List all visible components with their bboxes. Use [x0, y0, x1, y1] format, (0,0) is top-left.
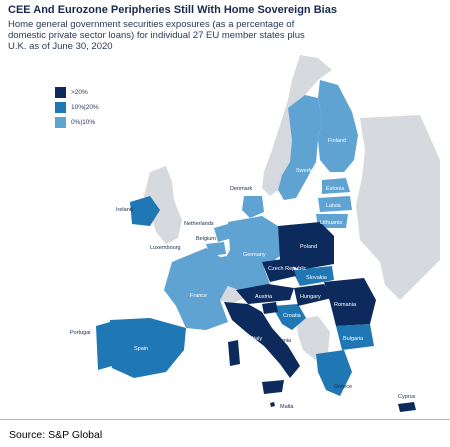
legend-item-high: >20%: [55, 85, 99, 100]
legend-label-high: >20%: [71, 89, 88, 96]
country-estonia: [322, 178, 350, 194]
land-iceland-uk: [144, 166, 182, 244]
country-sicily: [262, 380, 284, 394]
label-bulgaria: Bulgaria: [343, 336, 364, 342]
label-slovenia: Slovenia: [270, 338, 292, 344]
label-italy: Italy: [252, 336, 262, 342]
country-ireland: [130, 196, 160, 226]
country-hungary: [294, 284, 332, 306]
country-malta: [270, 402, 275, 407]
country-czech: [262, 258, 296, 282]
land-east: [356, 115, 440, 300]
country-greece: [316, 350, 352, 396]
country-germany: [220, 216, 280, 292]
chart-title: CEE And Eurozone Peripheries Still With …: [8, 4, 337, 16]
country-cyprus: [398, 402, 416, 412]
land-balkans: [296, 316, 330, 360]
label-malta: Malta: [280, 404, 294, 410]
country-netherlands: [214, 224, 232, 242]
country-denmark: [242, 196, 264, 218]
country-slovakia: [292, 266, 334, 286]
label-slovakia: Slovakia: [306, 275, 328, 281]
chart-subtitle: Home general government securities expos…: [8, 19, 305, 52]
label-germany: Germany: [243, 252, 266, 258]
label-lithuania: Lithuania: [320, 220, 343, 226]
label-finland: Finland: [328, 138, 346, 144]
source-divider: [0, 419, 450, 420]
label-cyprus: Cyprus: [398, 394, 416, 400]
country-portugal: [96, 322, 112, 370]
country-finland: [318, 80, 358, 172]
country-austria: [236, 284, 294, 304]
label-portugal: Portugal: [70, 330, 91, 336]
country-poland: [278, 222, 334, 270]
label-spain: Spain: [134, 346, 148, 352]
label-denmark: Denmark: [230, 186, 253, 192]
legend-item-mid: 10%|20%: [55, 100, 99, 115]
legend-item-low: 0%|10%: [55, 115, 99, 130]
label-austria: Austria: [255, 294, 273, 300]
country-romania: [324, 278, 376, 326]
country-croatia: [272, 304, 306, 330]
europe-map: Finland Sweden Estonia Latvia Lithuania …: [70, 55, 440, 412]
country-france: [164, 248, 230, 330]
country-latvia: [318, 196, 352, 212]
label-belgium: Belgium: [196, 236, 216, 242]
country-slovenia: [262, 302, 278, 314]
legend-label-mid: 10%|20%: [71, 104, 99, 111]
label-sweden: Sweden: [296, 168, 316, 174]
country-italy: [224, 302, 300, 378]
country-bulgaria: [336, 324, 374, 350]
label-ireland: Ireland: [116, 207, 133, 213]
label-hungary: Hungary: [300, 294, 321, 300]
label-romania: Romania: [334, 302, 357, 308]
label-france: France: [190, 293, 207, 299]
country-lithuania: [316, 214, 348, 228]
legend-swatch-high: [55, 87, 66, 98]
legend-label-low: 0%|10%: [71, 119, 96, 126]
legend-swatch-mid: [55, 102, 66, 113]
country-spain: [108, 318, 186, 378]
legend-swatch-low: [55, 117, 66, 128]
country-sardinia: [228, 340, 240, 366]
label-luxembourg: Luxembourg: [150, 245, 181, 251]
land-norway: [262, 55, 332, 196]
label-croatia: Croatia: [283, 313, 302, 319]
label-greece: Greece: [334, 384, 352, 390]
label-netherlands: Netherlands: [184, 221, 214, 227]
label-estonia: Estonia: [326, 186, 345, 192]
country-sweden: [278, 95, 322, 200]
map-legend: >20% 10%|20% 0%|10%: [55, 85, 99, 130]
source-note: Source: S&P Global: [9, 429, 103, 441]
label-poland: Poland: [300, 244, 317, 250]
label-latvia: Latvia: [326, 203, 342, 209]
label-czech: Czech Republic: [268, 266, 307, 272]
